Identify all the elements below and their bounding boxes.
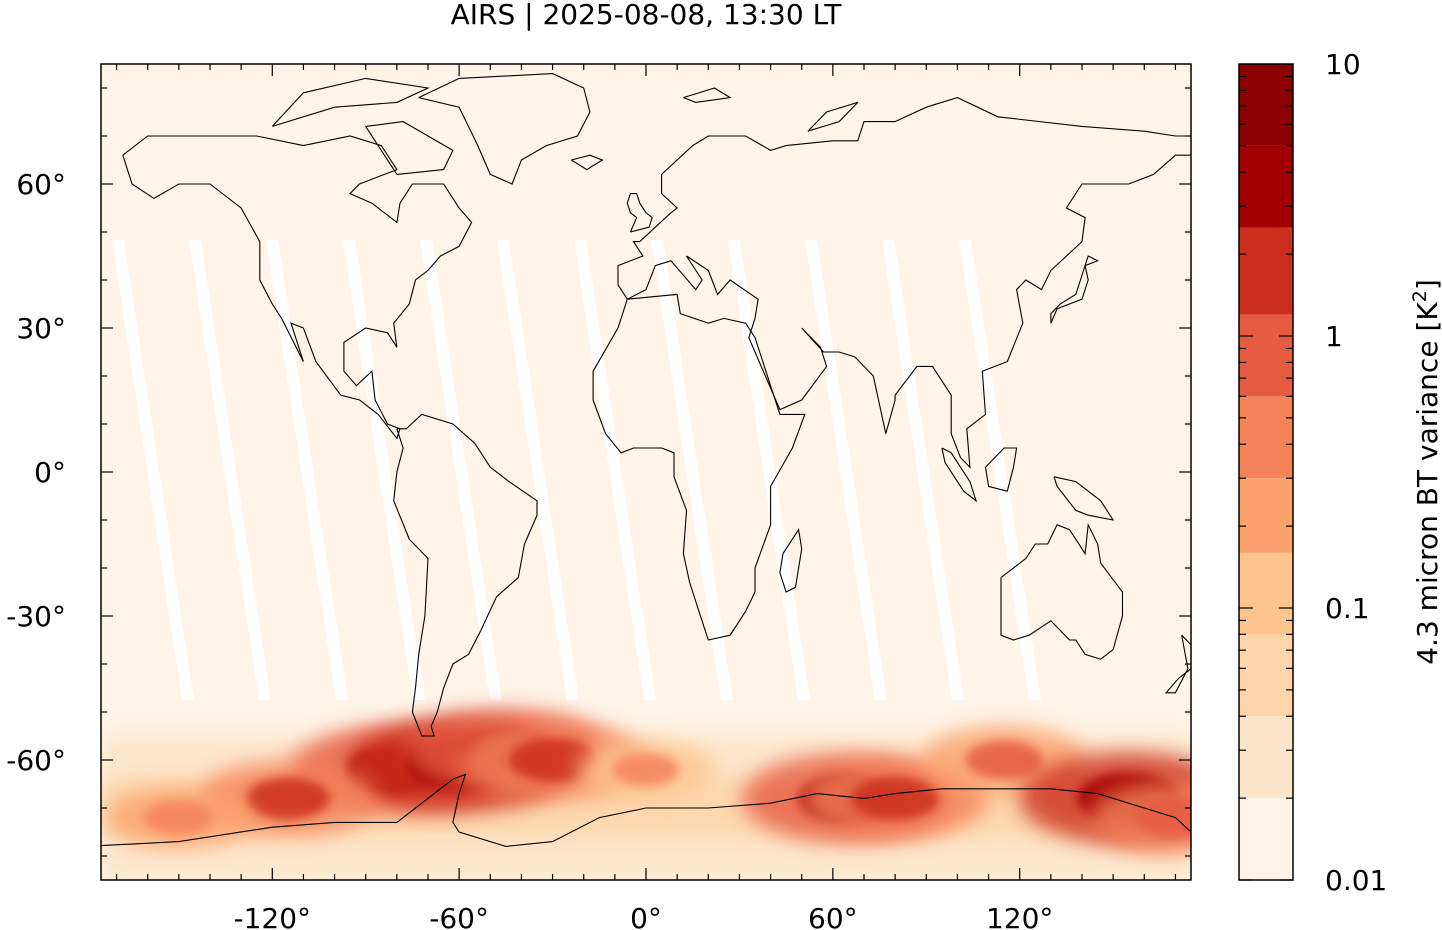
colorbar-tick-label: 0.1 [1325,592,1370,625]
x-tick-labels: -120° -60° 0° 60° 120° [234,902,1054,930]
coastline-japan [1050,255,1099,324]
colorbar-bands [1239,64,1293,880]
orbit-gap [651,240,733,700]
colorbar-band [1239,145,1293,228]
colorbar-band [1239,478,1293,553]
coastline-svalbard [683,87,732,103]
orbit-gap [959,240,1041,700]
coastline-new-zealand [1164,634,1191,694]
colorbar-band [1239,396,1293,479]
coastline-south-america [393,413,538,737]
variance-hotspot [851,776,940,821]
coastline-antarctica [101,773,1191,847]
variance-hotspot [144,800,214,836]
coastline-novaya-zemlya [807,101,859,132]
variance-hotspot [612,753,680,787]
colorbar-ticks [1239,75,1293,881]
colorbar-tick-label: 1 [1325,320,1343,353]
map-area [101,64,1191,880]
colorbar-tick-labels: 10 1 0.1 0.01 [1325,48,1387,897]
colorbar-band [1239,798,1293,880]
coastline-africa [592,293,806,641]
y-tick-label: -30° [6,600,66,633]
variance-hotspot [1134,797,1191,838]
coastline-madagascar [779,528,803,593]
coastline-australia [1000,522,1124,660]
colorbar-band [1239,716,1293,799]
orbit-gap [805,240,887,700]
coastline-borneo [984,447,1018,492]
orbit-gap [189,240,271,700]
orbit-gap [497,240,579,700]
colorbar-label: 4.3 micron BT variance [K2] [1409,279,1442,665]
variance-hotspot [508,737,597,783]
colorbar-band [1239,552,1293,635]
orbit-gap [266,240,348,700]
coastline-iceland [571,154,604,171]
chart-title: AIRS | 2025-08-08, 13:30 LT [451,0,843,31]
orbit-gap [728,240,810,700]
colorbar: 10 1 0.1 0.01 4.3 micron BT variance [K2] [1238,48,1442,897]
coastline-new-guinea [1053,476,1115,521]
orbit-gap [112,240,194,700]
orbit-gap [574,240,656,700]
y-tick-label: 30° [16,312,66,345]
x-tick-label: 120° [986,902,1053,930]
variance-hotspot [245,777,330,820]
orbit-gaps [112,240,1041,700]
coastline-sumatra [941,447,978,503]
map-ticks [101,64,1191,880]
coastline-north-america [122,135,473,440]
colorbar-frame [1238,63,1294,881]
colorbar-tick-label: 10 [1325,48,1361,81]
coastlines [101,73,1191,847]
coastline-baffin [364,121,454,175]
x-tick-label: 60° [808,902,858,930]
coastline-greenland [418,73,591,185]
x-tick-label: 0° [630,902,662,930]
colorbar-band [1239,64,1293,146]
coastline-arctic-islands [271,77,430,127]
colorbar-tick-label: 0.01 [1325,864,1387,897]
coastline-uk [626,193,653,233]
orbit-gap [420,240,502,700]
colorbar-band [1239,227,1293,315]
y-tick-label: 60° [16,168,66,201]
x-tick-label: -120° [234,902,312,930]
orbit-gap [343,240,425,700]
x-tick-label: -60° [429,902,489,930]
colorbar-band [1239,314,1293,397]
colorbar-band [1239,634,1293,717]
y-tick-labels: 60° 30° 0° -30° -60° [6,168,66,777]
y-tick-label: -60° [6,744,66,777]
y-tick-label: 0° [34,456,66,489]
variance-hotspot [965,740,1043,780]
orbit-gap [882,240,964,700]
coastline-eurasia [617,97,1191,469]
